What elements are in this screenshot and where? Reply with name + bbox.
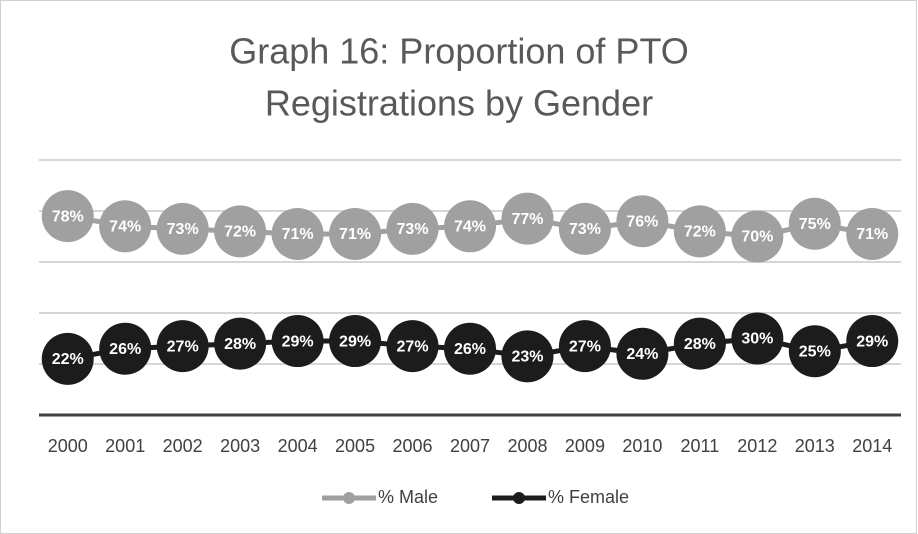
data-label: 28%	[224, 336, 256, 353]
legend-label: % Female	[548, 487, 629, 507]
data-label: 74%	[109, 219, 141, 236]
marker	[99, 200, 152, 253]
x-tick-label: 2002	[163, 436, 203, 456]
x-tick-label: 2007	[450, 436, 490, 456]
data-label: 78%	[52, 208, 84, 225]
data-label: 22%	[52, 351, 84, 368]
x-tick-label: 2008	[507, 436, 547, 456]
marker	[329, 315, 382, 368]
chart-title: Graph 16: Proportion of PTO	[229, 31, 689, 72]
data-label: 30%	[741, 331, 773, 348]
marker	[41, 190, 94, 243]
marker	[558, 320, 611, 373]
data-label: 72%	[224, 224, 256, 241]
x-tick-label: 2011	[681, 436, 720, 456]
marker	[444, 200, 496, 253]
legend-label: % Male	[378, 487, 438, 507]
x-tick-label: 2010	[622, 436, 662, 456]
marker	[271, 315, 324, 368]
marker	[99, 322, 152, 375]
x-tick-label: 2012	[737, 436, 777, 456]
x-tick-label: 2009	[565, 436, 605, 456]
marker	[788, 197, 841, 250]
marker	[156, 202, 209, 255]
marker	[846, 315, 899, 368]
data-label: 26%	[454, 341, 486, 358]
marker	[501, 192, 554, 245]
marker	[616, 195, 669, 248]
data-label: 72%	[684, 224, 716, 241]
data-label: 28%	[684, 336, 716, 353]
data-label: 25%	[799, 343, 831, 360]
chart-title: Registrations by Gender	[265, 83, 653, 124]
marker	[386, 202, 439, 255]
marker	[788, 325, 841, 378]
marker	[673, 205, 726, 258]
marker	[386, 320, 439, 373]
data-label: 29%	[282, 333, 314, 350]
marker	[501, 330, 554, 383]
x-tick-label: 2001	[105, 436, 145, 456]
marker	[329, 207, 382, 260]
x-tick-label: 2006	[393, 436, 433, 456]
data-label: 23%	[511, 349, 543, 366]
data-label: 73%	[397, 221, 429, 238]
marker	[444, 322, 496, 375]
data-label: 71%	[339, 226, 371, 243]
data-label: 29%	[339, 333, 371, 350]
x-tick-label: 2014	[852, 436, 892, 456]
marker	[156, 320, 209, 373]
legend-marker	[513, 492, 525, 504]
data-label: 27%	[167, 338, 199, 355]
data-label: 27%	[397, 338, 429, 355]
marker	[558, 202, 611, 255]
marker	[271, 207, 324, 260]
marker	[214, 317, 267, 370]
marker	[731, 210, 784, 263]
data-label: 75%	[799, 216, 831, 233]
data-label: 74%	[454, 219, 486, 236]
data-label: 76%	[626, 213, 658, 230]
data-label: 73%	[569, 221, 601, 238]
data-label: 29%	[856, 333, 888, 350]
marker	[673, 317, 726, 370]
marker	[41, 332, 94, 385]
marker	[731, 312, 784, 365]
marker	[616, 327, 669, 380]
x-tick-label: 2013	[795, 436, 835, 456]
data-label: 71%	[282, 226, 314, 243]
x-tick-label: 2003	[220, 436, 260, 456]
data-label: 77%	[511, 211, 543, 228]
legend-marker	[343, 492, 355, 504]
data-label: 71%	[856, 226, 888, 243]
marker	[214, 205, 267, 258]
x-tick-label: 2005	[335, 436, 375, 456]
data-label: 24%	[626, 346, 658, 363]
data-label: 70%	[741, 229, 773, 246]
x-tick-label: 2004	[278, 436, 318, 456]
x-tick-label: 2000	[48, 436, 88, 456]
data-label: 26%	[109, 341, 141, 358]
marker	[846, 207, 899, 260]
data-label: 73%	[167, 221, 199, 238]
data-label: 27%	[569, 338, 601, 355]
